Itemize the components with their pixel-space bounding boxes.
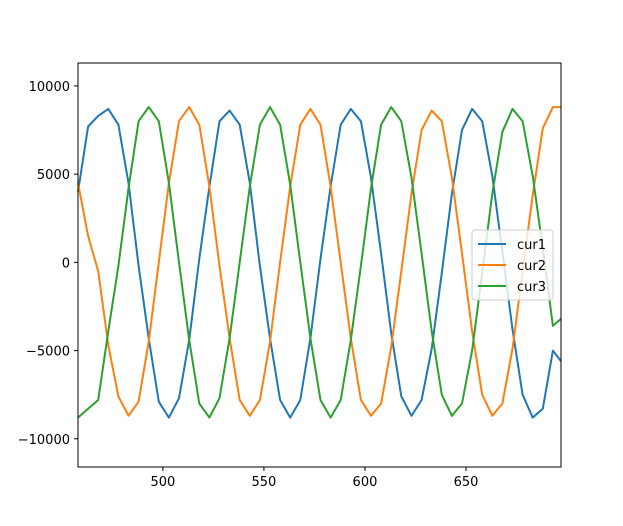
y-tick-label: 10000	[29, 80, 70, 95]
x-tick-label: 550	[252, 475, 277, 490]
legend-box	[471, 229, 554, 301]
x-axis-ticks: 500 550 600 650	[150, 467, 478, 490]
x-tick-label: 600	[353, 475, 378, 490]
legend-label-cur1: cur1	[517, 238, 546, 253]
y-axis-ticks: 10000 5000 0 −5000 −10000	[18, 80, 78, 448]
y-tick-label: 0	[62, 256, 70, 271]
x-tick-label: 500	[150, 475, 175, 490]
y-tick-label: 5000	[37, 168, 70, 183]
x-tick-label: 650	[454, 475, 479, 490]
series-line-cur1	[77, 107, 562, 419]
legend-label-cur3: cur3	[517, 280, 546, 295]
axes-frame	[77, 62, 562, 468]
legend: cur1 cur2 cur3	[471, 229, 554, 301]
series-line-cur2	[77, 106, 561, 417]
legend-label-cur2: cur2	[517, 259, 546, 274]
y-tick-label: −5000	[26, 345, 70, 360]
y-tick-label: −10000	[18, 433, 70, 448]
